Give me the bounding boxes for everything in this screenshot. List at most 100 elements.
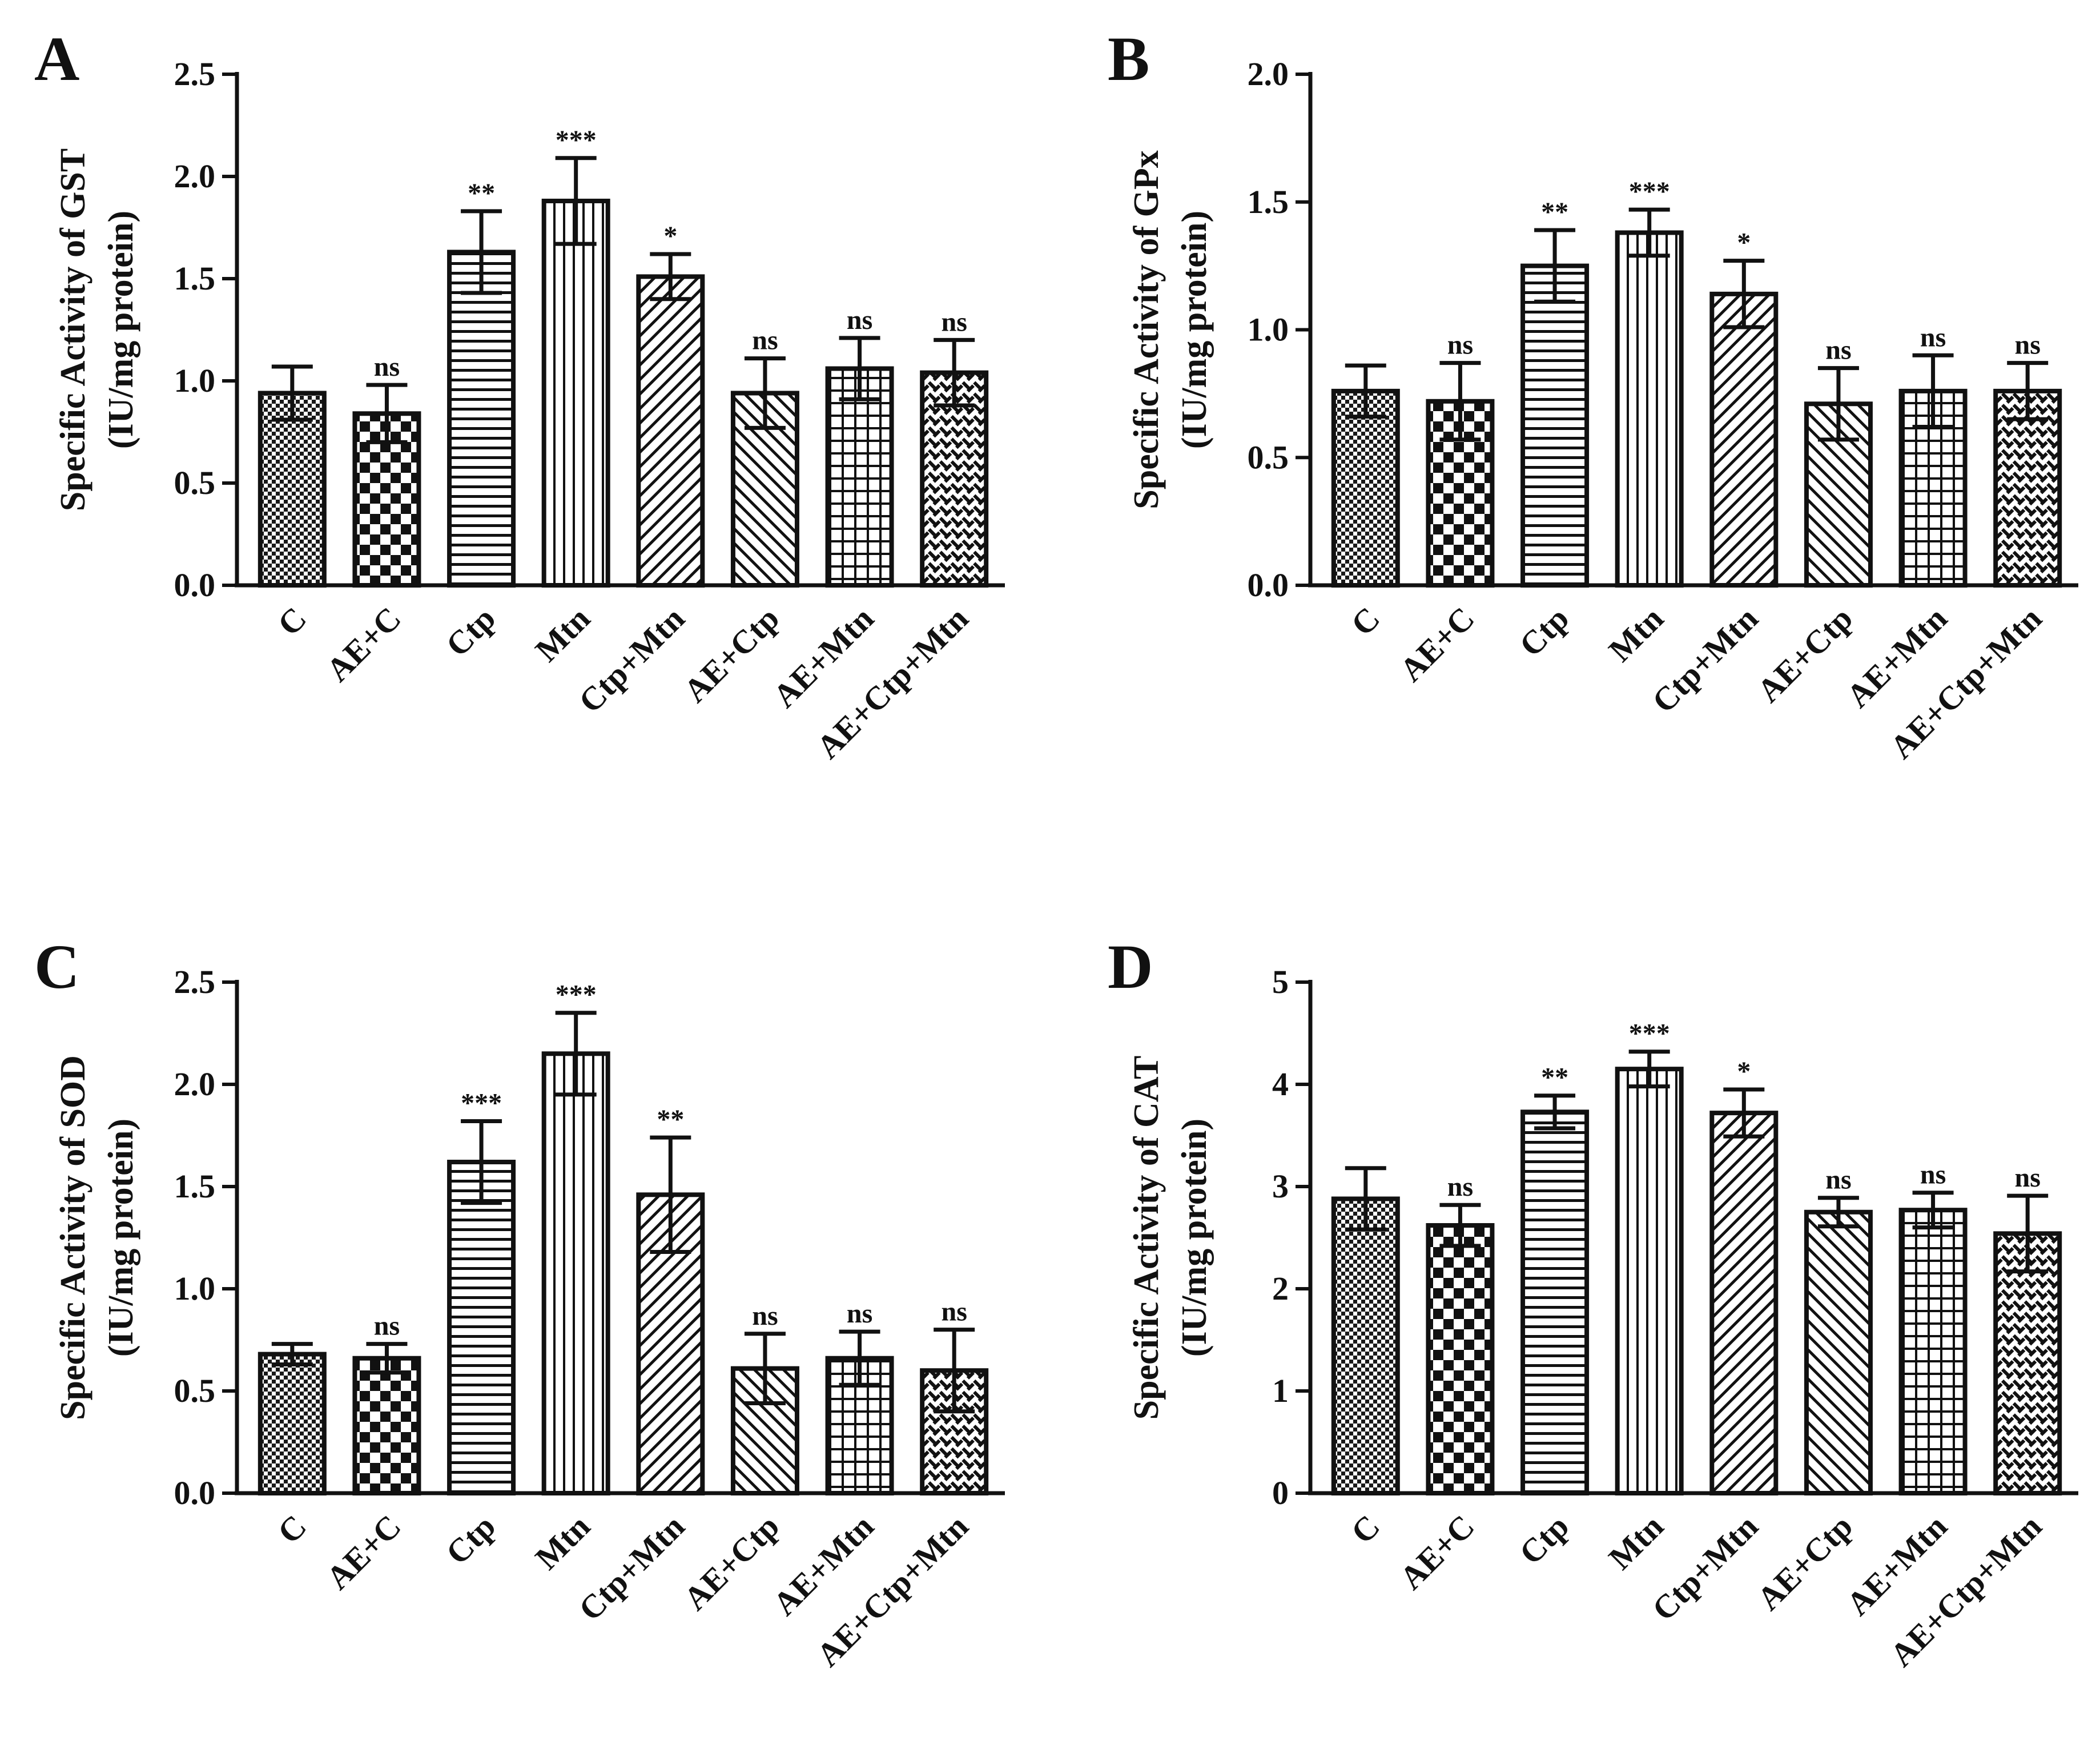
- x-tick-label: Ctp: [438, 600, 502, 664]
- x-tick-label: Ctp: [1512, 1507, 1576, 1571]
- y-axis-unit-label: (IU/mg protein): [1175, 1119, 1214, 1357]
- y-tick-label: 0.5: [174, 464, 216, 501]
- x-tick-label: AE+C: [1393, 1507, 1482, 1597]
- x-tick-label: Mtn: [528, 600, 597, 669]
- y-axis-label: Specific Activity of GST: [54, 148, 92, 511]
- significance-label: ***: [461, 1088, 502, 1118]
- significance-label: ns: [2015, 330, 2041, 360]
- y-tick-label: 1.5: [1248, 183, 1289, 220]
- y-tick-label: 0.5: [174, 1372, 216, 1409]
- y-tick-label: 0.0: [174, 1474, 216, 1511]
- y-tick-label: 0.0: [1248, 566, 1289, 604]
- significance-label: **: [1541, 1063, 1568, 1093]
- bar: [825, 366, 894, 588]
- bar: [1709, 291, 1779, 588]
- y-tick-label: 1.0: [174, 362, 216, 399]
- y-tick-label: 4: [1272, 1065, 1289, 1103]
- y-tick-label: 2.0: [174, 158, 216, 195]
- chart-panel-d: D Specific Activity of CAT (IU/mg protein)…: [1108, 932, 2078, 1674]
- significance-label: ns: [374, 352, 400, 382]
- bar: [1709, 1111, 1779, 1495]
- y-tick-label: 0.0: [174, 566, 216, 604]
- y-axis-unit-label: (IU/mg protein): [1175, 211, 1214, 449]
- bar: [1426, 1223, 1495, 1496]
- significance-label: *: [663, 221, 677, 251]
- significance-label: ns: [752, 325, 778, 356]
- panel-label: B: [1108, 24, 1149, 94]
- significance-label: *: [1737, 1056, 1751, 1087]
- significance-label: **: [657, 1104, 684, 1135]
- x-tick-label: Mtn: [1602, 1507, 1671, 1577]
- bar: [636, 274, 705, 588]
- x-tick-label: Mtn: [528, 1507, 597, 1577]
- significance-label: **: [1541, 197, 1568, 227]
- bar: [258, 1352, 327, 1495]
- chart-panel-b: B Specific Activity of GPx (IU/mg protein)…: [1108, 24, 2078, 766]
- y-tick-label: 0.5: [1248, 439, 1289, 476]
- x-tick-label: Ctp: [1512, 600, 1576, 664]
- y-tick-label: 1.5: [174, 260, 216, 297]
- significance-label: ns: [942, 307, 967, 337]
- significance-label: ***: [1629, 176, 1670, 207]
- significance-label: *: [1737, 228, 1751, 258]
- bar: [1331, 388, 1400, 588]
- bar: [1615, 230, 1684, 588]
- y-axis-label: Specific Activity of SOD: [54, 1055, 92, 1420]
- bar: [1898, 1208, 1968, 1495]
- y-tick-label: 0: [1272, 1474, 1289, 1511]
- y-tick-label: 2: [1272, 1270, 1289, 1307]
- significance-label: ns: [2015, 1163, 2041, 1193]
- bar: [447, 1160, 516, 1496]
- x-tick-label: Ctp+Mtn: [572, 600, 692, 720]
- significance-label: ns: [1447, 1172, 1473, 1202]
- bar: [1993, 1231, 2062, 1496]
- significance-label: ns: [1825, 335, 1851, 365]
- x-tick-label: AE+C: [319, 1507, 408, 1597]
- x-tick-label: Ctp+Mtn: [1645, 1507, 1765, 1628]
- y-tick-label: 3: [1272, 1168, 1289, 1205]
- y-axis-label: Specific Activity of CAT: [1127, 1056, 1166, 1420]
- bar: [920, 370, 989, 588]
- bar: [1993, 388, 2062, 588]
- x-tick-label: C: [270, 600, 313, 643]
- bar: [1615, 1067, 1684, 1495]
- significance-label: ns: [1447, 330, 1473, 360]
- bar: [541, 1051, 610, 1496]
- y-tick-label: 2.5: [174, 963, 216, 1000]
- bar: [1331, 1196, 1400, 1496]
- significance-label: ns: [1920, 322, 1946, 352]
- x-tick-label: Ctp: [438, 1507, 502, 1571]
- bar: [541, 198, 610, 588]
- bar: [352, 1356, 421, 1495]
- y-axis-label: Specific Activity of GPx: [1127, 150, 1166, 509]
- significance-label: ***: [556, 980, 597, 1010]
- x-tick-label: C: [270, 1507, 313, 1551]
- significance-label: **: [468, 178, 495, 208]
- y-axis-unit-label: (IU/mg protein): [102, 1119, 140, 1357]
- bar: [1520, 1109, 1590, 1495]
- x-tick-label: C: [1343, 600, 1387, 643]
- y-tick-label: 2.0: [1248, 55, 1289, 93]
- bar: [258, 391, 327, 588]
- bar: [1804, 1209, 1873, 1495]
- significance-label: ns: [1920, 1160, 1946, 1190]
- significance-label: ns: [374, 1311, 400, 1341]
- panel-label: A: [34, 24, 79, 94]
- panel-label: C: [34, 932, 79, 1002]
- x-tick-label: AE+C: [1393, 600, 1482, 689]
- chart-panel-c: C Specific Activity of SOD (IU/mg protein)…: [34, 932, 1005, 1674]
- y-tick-label: 1.5: [174, 1168, 216, 1205]
- chart-panel-a: A Specific Activity of GST (IU/mg protein)…: [34, 24, 1005, 766]
- x-tick-label: Mtn: [1602, 600, 1671, 669]
- y-tick-label: 1.0: [1248, 311, 1289, 348]
- significance-label: ns: [847, 1298, 872, 1329]
- bar: [447, 250, 516, 588]
- significance-label: ns: [942, 1297, 967, 1327]
- y-tick-label: 1.0: [174, 1270, 216, 1307]
- y-tick-label: 2.5: [174, 55, 216, 93]
- significance-label: ns: [1825, 1165, 1851, 1195]
- x-tick-label: AE+C: [319, 600, 408, 689]
- significance-label: ns: [752, 1301, 778, 1331]
- y-tick-label: 5: [1272, 963, 1289, 1000]
